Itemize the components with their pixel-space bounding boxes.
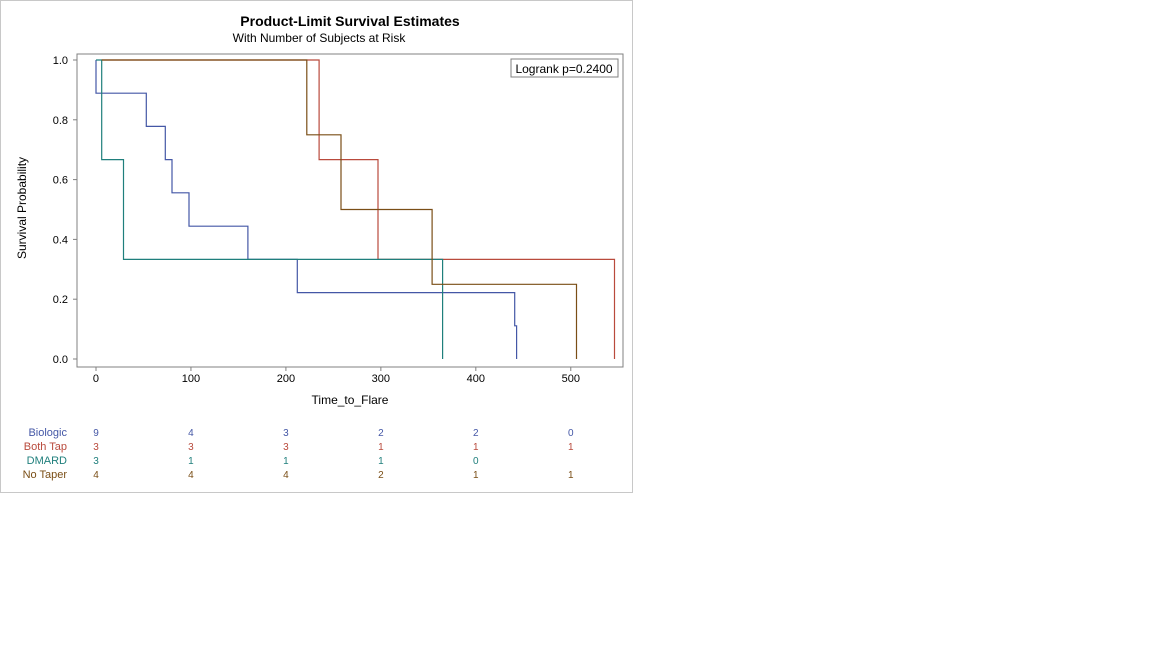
risk-count: 1 xyxy=(568,442,574,453)
x-tick-label: 200 xyxy=(277,373,295,385)
risk-count: 4 xyxy=(188,428,194,439)
risk-count: 3 xyxy=(283,442,289,453)
y-tick-label: 0.8 xyxy=(53,115,68,127)
logrank-annotation: Logrank p=0.2400 xyxy=(515,62,612,76)
risk-count: 2 xyxy=(473,428,479,439)
risk-table: Biologic 9 4 3 2 2 0 Both Tap 3 3 3 1 1 1 DMARD 3 1 1 1 0 No… xyxy=(23,427,574,481)
series-line-both-tap xyxy=(101,59,616,359)
risk-row-label: No Taper xyxy=(23,469,68,481)
risk-count: 4 xyxy=(283,470,289,481)
x-tick-label: 400 xyxy=(467,373,485,385)
survival-chart: Product-Limit Survival Estimates With Nu… xyxy=(15,13,624,481)
x-tick-label: 500 xyxy=(562,373,580,385)
risk-count: 1 xyxy=(378,456,384,467)
risk-count: 4 xyxy=(188,470,194,481)
x-axis-label: Time_to_Flare xyxy=(312,393,389,407)
risk-count: 2 xyxy=(378,428,384,439)
risk-count: 9 xyxy=(93,428,99,439)
risk-count: 4 xyxy=(93,470,99,481)
risk-count: 1 xyxy=(378,442,384,453)
series-line-biologic xyxy=(95,60,518,359)
chart-title: Product-Limit Survival Estimates xyxy=(240,13,460,29)
y-tick-label: 0.2 xyxy=(53,294,68,306)
risk-count: 1 xyxy=(283,456,289,467)
risk-count: 3 xyxy=(283,428,289,439)
risk-count: 0 xyxy=(473,456,479,467)
x-tick-label: 300 xyxy=(372,373,390,385)
risk-count: 0 xyxy=(568,428,574,439)
y-tick-label: 0.0 xyxy=(53,354,68,366)
figure-frame: Product-Limit Survival Estimates With Nu… xyxy=(0,0,633,493)
x-tick-label: 100 xyxy=(182,373,200,385)
risk-count: 1 xyxy=(473,442,479,453)
risk-count: 1 xyxy=(568,470,574,481)
y-tick-label: 0.6 xyxy=(53,175,68,187)
y-axis-label: Survival Probability xyxy=(15,157,29,259)
risk-row-label: Biologic xyxy=(28,427,67,439)
risk-count: 1 xyxy=(473,470,479,481)
risk-row-label: DMARD xyxy=(27,455,67,467)
logrank-box xyxy=(510,58,619,78)
y-tick-label: 1.0 xyxy=(53,55,68,67)
risk-row-label: Both Tap xyxy=(24,441,67,453)
risk-count: 1 xyxy=(188,456,194,467)
axes: 0 100 200 300 400 500 0.0 0.2 0.4 0.6 0.8 1.0 xyxy=(53,55,580,385)
series-line-no-taper xyxy=(101,59,578,359)
chart-subtitle: With Number of Subjects at Risk xyxy=(233,31,407,45)
risk-count: 2 xyxy=(378,470,384,481)
plot-area-border xyxy=(76,53,624,368)
risk-count: 3 xyxy=(93,456,99,467)
risk-count: 3 xyxy=(93,442,99,453)
x-tick-label: 0 xyxy=(93,373,99,385)
y-tick-label: 0.4 xyxy=(53,234,68,246)
risk-count: 3 xyxy=(188,442,194,453)
survival-curves xyxy=(95,59,616,359)
